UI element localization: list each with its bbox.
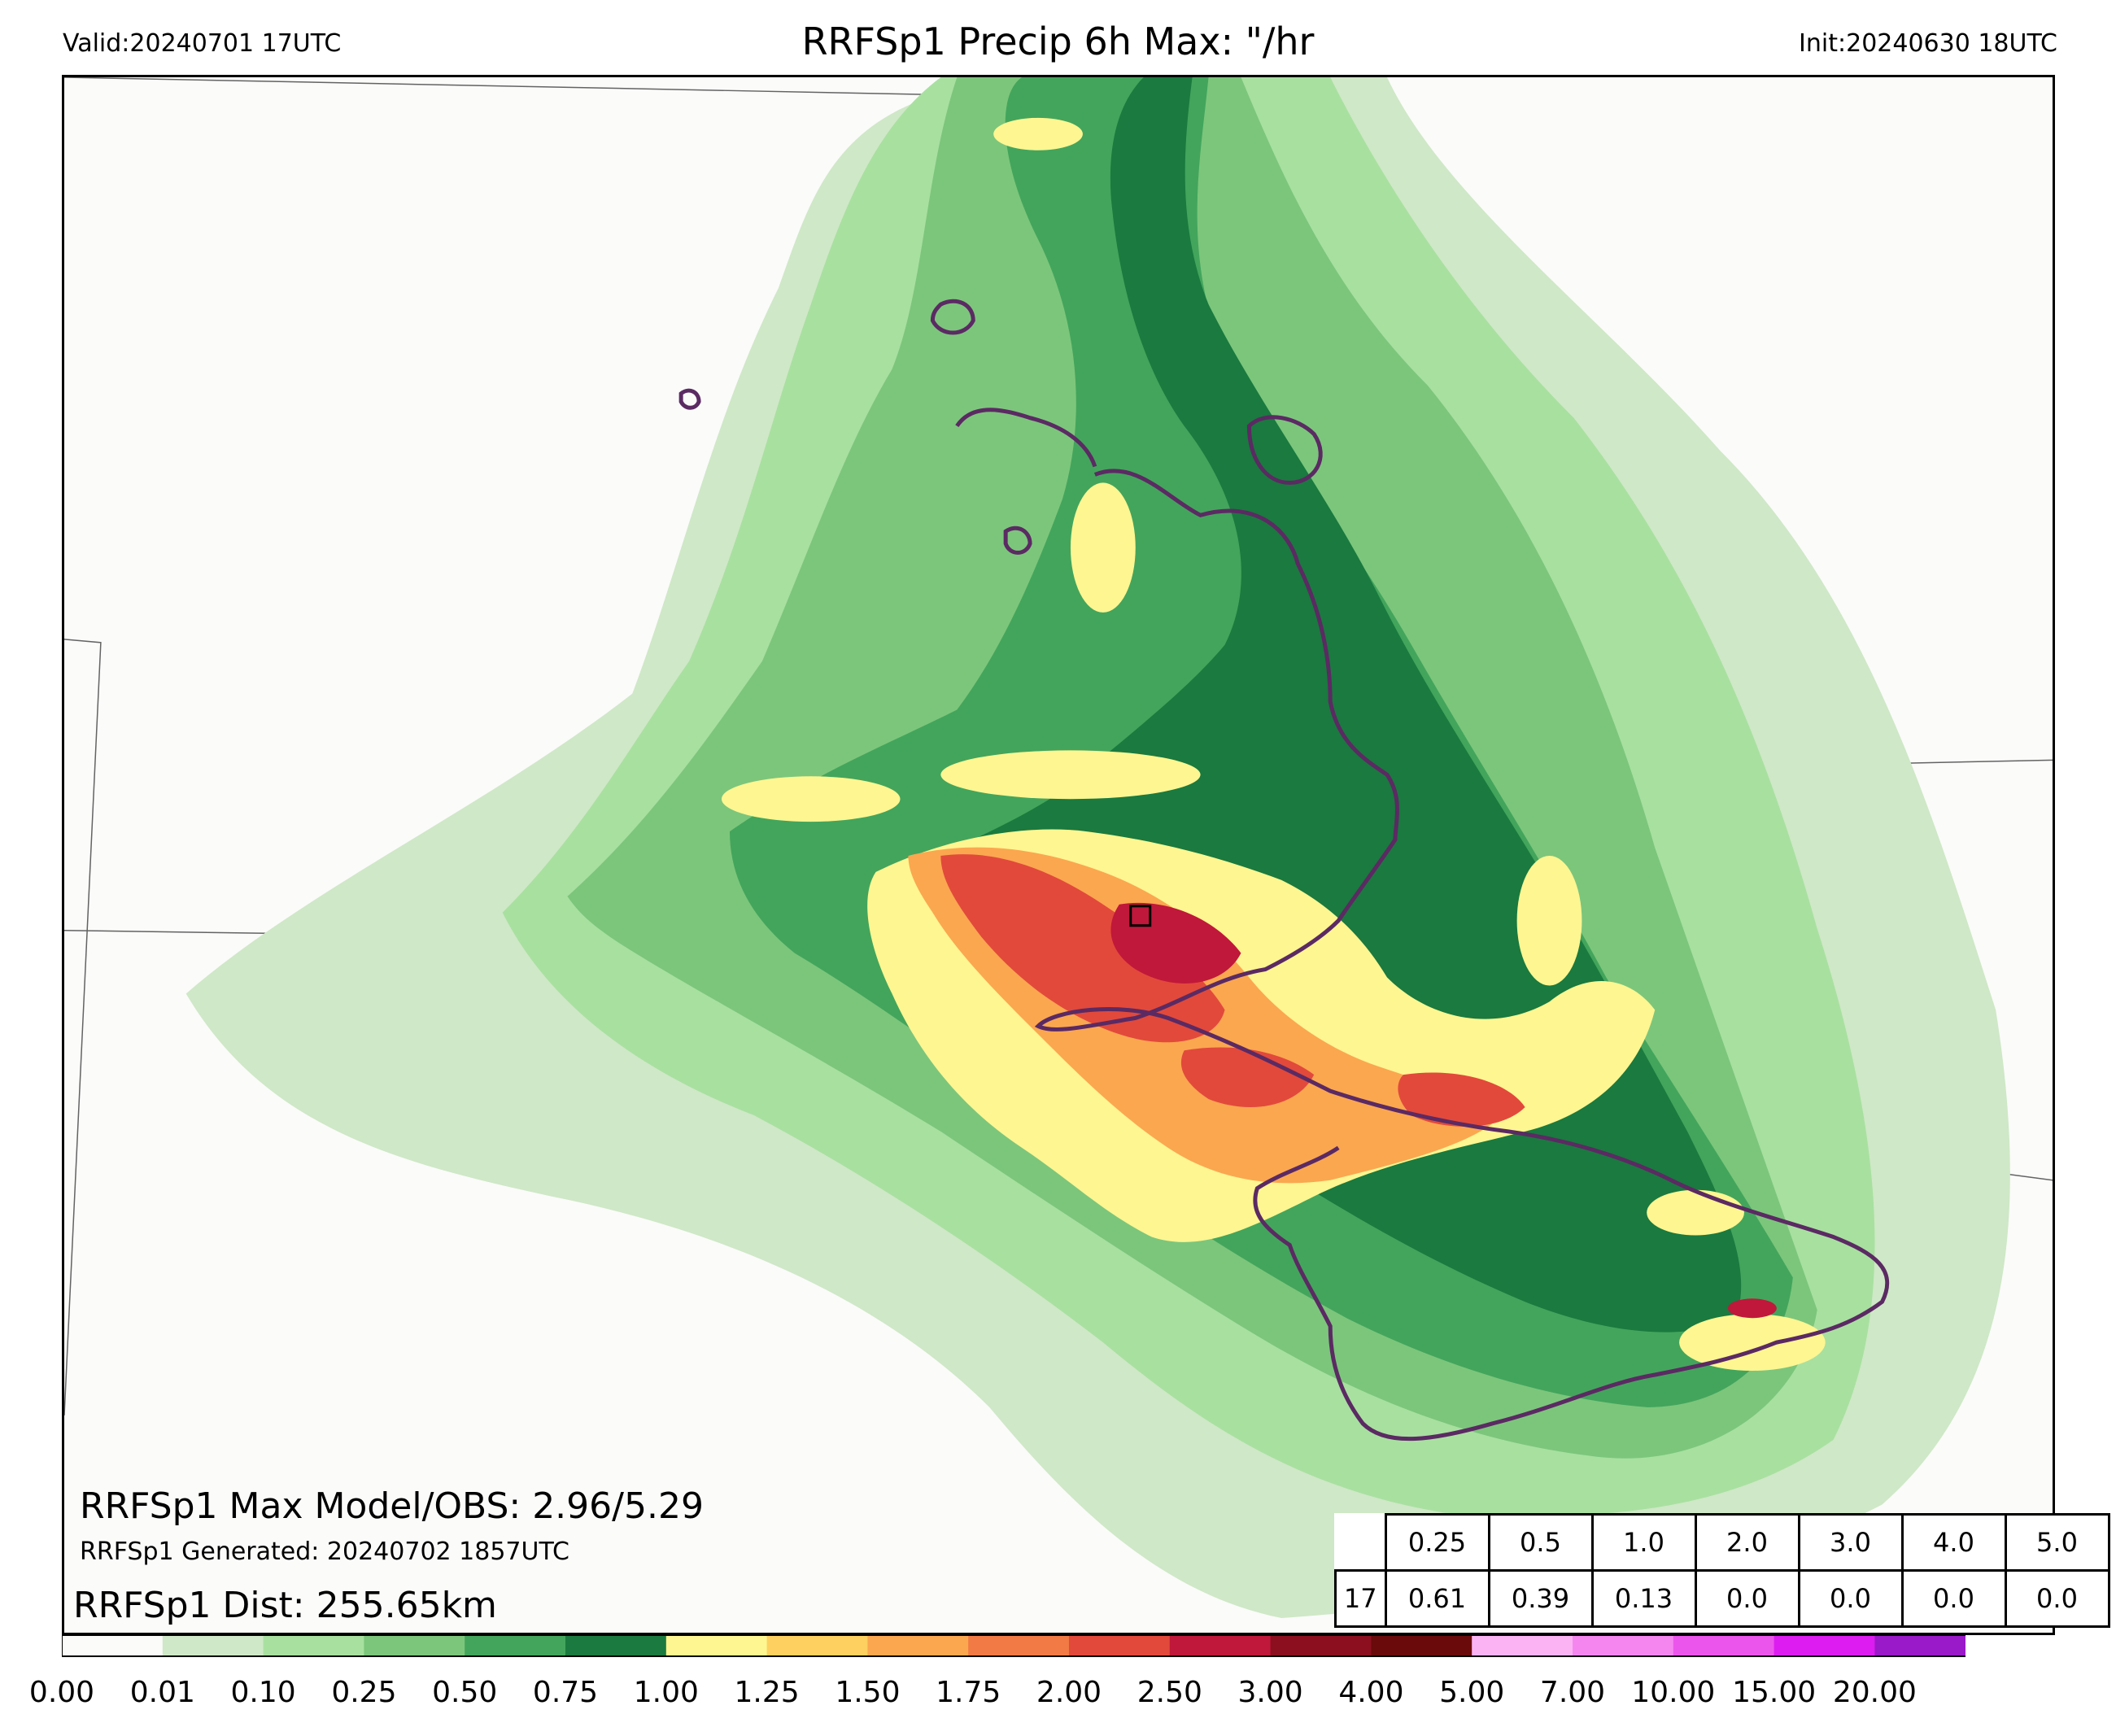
threshold-value: 0.13 [1590, 1569, 1697, 1628]
state-line-west [64, 639, 102, 1415]
colorbar-segment [1270, 1635, 1372, 1656]
colorbar-segment [1573, 1635, 1674, 1656]
colorbar-tick-label: 1.00 [633, 1676, 699, 1709]
colorbar-tick-label: 2.00 [1036, 1676, 1102, 1709]
precip-map-svg [64, 77, 2053, 1619]
precip-100-g [993, 117, 1083, 150]
colorbar-segment [1673, 1635, 1775, 1656]
precip-100-e [1679, 1314, 1826, 1372]
threshold-value-row: 17 0.61 0.39 0.13 0.0 0.0 0.0 0.0 [1334, 1569, 2110, 1628]
generated-time: RRFSp1 Generated: 20240702 1857UTC [80, 1538, 569, 1566]
colorbar-tick-label: 15.00 [1732, 1676, 1817, 1709]
colorbar-segment [665, 1635, 768, 1656]
distance: RRFSp1 Dist: 255.65km [73, 1585, 497, 1626]
threshold-header: 0.25 [1384, 1513, 1490, 1572]
threshold-header: 2.0 [1694, 1513, 1800, 1572]
threshold-header: 1.0 [1590, 1513, 1697, 1572]
colorbar-tick-label: 0.00 [28, 1676, 95, 1709]
colorbar-tick-label: 1.25 [734, 1676, 800, 1709]
threshold-table: 0.25 0.5 1.0 2.0 3.0 4.0 5.0 17 0.61 0.3… [1334, 1513, 2110, 1628]
colorbar-segment [1472, 1635, 1573, 1656]
colorbar-tick-label: 10.00 [1631, 1676, 1716, 1709]
colorbar-segment [1069, 1635, 1171, 1656]
colorbar-segment [1774, 1635, 1875, 1656]
colorbar-segment [867, 1635, 969, 1656]
obs-contour-north [955, 408, 1097, 468]
colorbar-tick-label: 0.50 [432, 1676, 498, 1709]
colorbar [62, 1634, 1965, 1657]
colorbar-labels: 0.00 0.01 0.10 0.25 0.50 0.75 1.00 1.25 1.50 1.75… [0, 1676, 2116, 1716]
obs-contour-small2 [678, 388, 701, 410]
init-time: Init:20240630 18UTC [1799, 29, 2057, 58]
threshold-value: 0.0 [1797, 1569, 1904, 1628]
precip-100-a [722, 776, 901, 822]
threshold-value: 0.39 [1487, 1569, 1594, 1628]
obs-contour-main [1034, 469, 1890, 1442]
colorbar-segment [1169, 1635, 1272, 1656]
colorbar-segment [1371, 1635, 1472, 1656]
colorbar-tick-label: 0.01 [129, 1676, 195, 1709]
colorbar-tick-label: 5.00 [1439, 1676, 1505, 1709]
obs-max-marker [1129, 905, 1152, 927]
threshold-corner [1336, 1515, 1386, 1571]
precip-100-c [1070, 482, 1136, 613]
colorbar-segment [1874, 1635, 1965, 1656]
colorbar-segment [565, 1635, 667, 1656]
precip-200-b [1180, 1047, 1315, 1108]
colorbar-tick-label: 1.50 [835, 1676, 901, 1709]
colorbar-segment [465, 1635, 566, 1656]
colorbar-segment [263, 1635, 364, 1656]
precip-250-b [1727, 1298, 1777, 1319]
threshold-row-label: 17 [1334, 1569, 1387, 1628]
precip-100-f [1516, 855, 1582, 986]
precip-100-b [940, 750, 1201, 800]
colorbar-tick-label: 0.75 [532, 1676, 599, 1709]
threshold-header: 0.5 [1487, 1513, 1594, 1572]
threshold-value: 0.0 [1900, 1569, 2007, 1628]
colorbar-outline [62, 1634, 1965, 1657]
map-title: RRFSp1 Precip 6h Max: "/hr [801, 20, 1315, 63]
threshold-header: 4.0 [1900, 1513, 2007, 1572]
obs-contour-ne [1246, 415, 1323, 485]
obs-contour-small3 [1003, 526, 1032, 555]
colorbar-tick-label: 1.75 [936, 1676, 1001, 1709]
max-model-obs: RRFSp1 Max Model/OBS: 2.96/5.29 [80, 1485, 704, 1527]
precip-map[interactable] [62, 75, 2055, 1635]
colorbar-segment [62, 1635, 164, 1656]
precip-250 [1110, 902, 1241, 984]
obs-contour-small1 [930, 299, 975, 335]
colorbar-tick-label: 2.50 [1137, 1676, 1202, 1709]
obs-contours [678, 299, 1890, 1442]
threshold-header: 3.0 [1797, 1513, 1904, 1572]
colorbar-tick-label: 4.00 [1338, 1676, 1404, 1709]
threshold-header: 5.0 [2004, 1513, 2110, 1572]
colorbar-segment [364, 1635, 465, 1656]
threshold-value: 0.0 [1694, 1569, 1800, 1628]
colorbar-segment [162, 1635, 264, 1656]
colorbar-tick-label: 0.25 [331, 1676, 397, 1709]
precip-100-d [1647, 1189, 1744, 1236]
threshold-header-row: 0.25 0.5 1.0 2.0 3.0 4.0 5.0 [1336, 1513, 2110, 1572]
colorbar-segment [968, 1635, 1070, 1656]
precip-200-c [1398, 1072, 1525, 1127]
colorbar-tick-label: 0.10 [230, 1676, 296, 1709]
colorbar-segment [766, 1635, 868, 1656]
colorbar-tick-label: 7.00 [1539, 1676, 1606, 1709]
threshold-value: 0.61 [1384, 1569, 1490, 1628]
colorbar-tick-label: 3.00 [1237, 1676, 1303, 1709]
colorbar-tick-label: 20.00 [1832, 1676, 1917, 1709]
valid-time: Valid:20240701 17UTC [63, 29, 342, 58]
precip-shading [185, 77, 2010, 1619]
threshold-value: 0.0 [2004, 1569, 2110, 1628]
precip-200 [940, 854, 1225, 1043]
